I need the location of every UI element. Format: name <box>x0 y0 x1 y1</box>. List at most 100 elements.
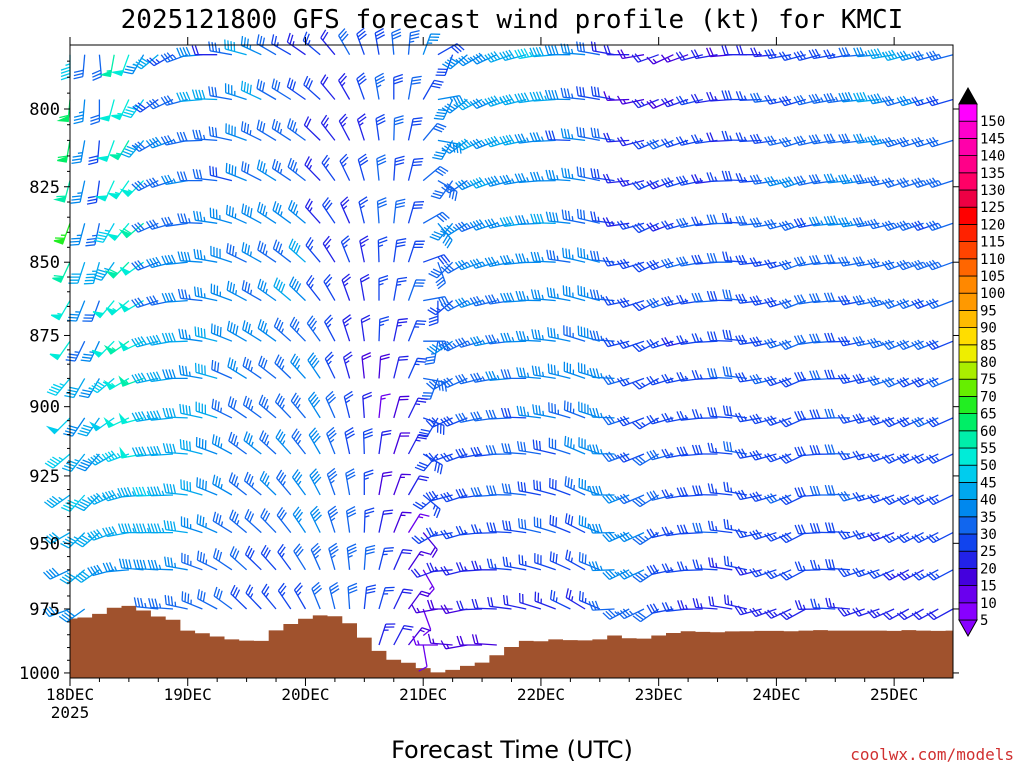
wind-barb <box>430 180 454 200</box>
barb-staff <box>532 439 556 455</box>
wind-barb <box>240 35 262 56</box>
wind-barb <box>548 402 571 419</box>
barb-staff <box>911 532 939 544</box>
wind-barb <box>307 391 321 419</box>
wind-barb <box>257 240 277 263</box>
wind-barb <box>825 558 851 571</box>
barb-staff <box>793 50 821 62</box>
barb-staff <box>87 492 115 505</box>
x-axis-label: Forecast Time (UTC) <box>391 736 633 764</box>
wind-barb <box>393 238 407 263</box>
barb-staff <box>274 393 292 419</box>
barb-staff <box>808 93 836 104</box>
wind-barb <box>146 371 174 383</box>
barb-staff <box>323 273 336 301</box>
wind-barb <box>778 376 807 388</box>
wind-barb <box>103 340 130 355</box>
wind-barb <box>258 355 277 379</box>
barb-staff <box>455 98 483 111</box>
barb-staff <box>148 598 174 610</box>
wind-barb <box>469 138 498 150</box>
barb-staff <box>794 371 821 382</box>
wind-barb <box>824 332 851 343</box>
barb-staff <box>289 276 306 302</box>
barb-staff <box>393 198 406 224</box>
wind-barb <box>98 54 115 78</box>
wind-barb <box>342 314 352 342</box>
barb-staff <box>454 259 483 271</box>
barb-staff <box>56 180 71 203</box>
wind-barb <box>565 588 586 610</box>
barb-staff <box>632 417 660 430</box>
wind-barb <box>852 174 880 185</box>
wind-barb <box>588 600 615 611</box>
barb-staff <box>499 94 527 106</box>
wind-barb <box>692 598 718 610</box>
barb-staff <box>441 180 468 194</box>
barb-staff <box>412 635 438 646</box>
wind-barb <box>440 300 468 312</box>
wind-barb <box>721 90 747 101</box>
barb-staff <box>197 589 218 610</box>
wind-barb <box>676 524 703 535</box>
wind-barb <box>810 598 836 610</box>
wind-barb <box>809 485 836 496</box>
wind-barb <box>837 373 865 385</box>
wind-barb <box>163 520 188 534</box>
wind-barb <box>230 584 248 610</box>
wind-barb <box>661 257 689 269</box>
barb-staff <box>549 589 571 610</box>
wind-barb <box>469 258 497 269</box>
barb-staff <box>722 289 748 302</box>
wind-barb <box>778 176 807 189</box>
barb-staff <box>824 408 850 419</box>
barb-staff <box>896 298 924 310</box>
barb-staff <box>676 524 703 535</box>
barb-staff <box>306 315 321 342</box>
wind-barb <box>71 140 86 165</box>
colorbar-swatch <box>958 585 978 604</box>
barb-staff <box>602 414 630 426</box>
wind-barb <box>304 156 321 182</box>
wind-barb <box>291 469 307 496</box>
barb-staff <box>309 505 322 533</box>
wind-barb <box>393 624 414 646</box>
barb-staff <box>602 374 630 386</box>
barb-staff <box>808 174 836 185</box>
barb-staff <box>560 87 586 101</box>
wind-barb <box>87 564 115 577</box>
wind-barb <box>661 220 689 230</box>
barb-staff <box>75 494 100 512</box>
barb-staff <box>469 176 498 189</box>
wind-barb <box>131 411 159 422</box>
wind-barb <box>427 633 453 646</box>
wind-barb <box>676 487 703 498</box>
wind-barb <box>117 523 144 534</box>
wind-barb <box>823 292 851 303</box>
wind-barb <box>322 235 336 263</box>
wind-barb <box>43 567 71 580</box>
barb-staff <box>852 216 880 228</box>
wind-barb <box>519 592 542 610</box>
barb-staff <box>499 216 527 227</box>
wind-barb <box>547 363 571 380</box>
wind-barb <box>260 508 277 534</box>
barb-staff <box>925 136 954 148</box>
wind-barb <box>106 180 130 200</box>
wind-barb <box>616 376 645 387</box>
barb-staff <box>162 407 188 419</box>
barb-staff <box>131 336 159 348</box>
wind-barb <box>302 31 321 56</box>
barb-staff <box>778 453 807 464</box>
wind-barb <box>73 569 100 583</box>
wind-barb <box>926 376 954 388</box>
wind-barb <box>103 377 130 391</box>
barb-staff <box>616 297 645 309</box>
barb-staff <box>193 286 218 302</box>
barb-staff <box>691 444 718 455</box>
barb-staff <box>602 295 630 306</box>
barb-staff <box>307 352 321 379</box>
barb-staff <box>411 532 439 545</box>
barb-staff <box>241 242 262 263</box>
wind-barb <box>378 393 391 418</box>
